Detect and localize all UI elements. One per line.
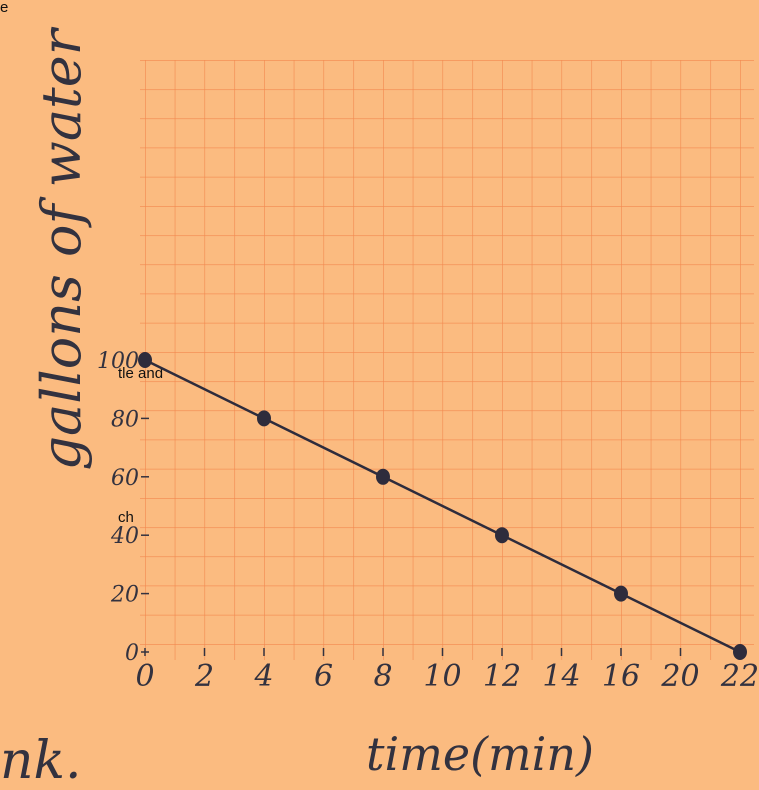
y-tick-label: 100 xyxy=(97,349,139,374)
x-tick-label: 12 xyxy=(483,659,521,694)
data-point xyxy=(733,644,747,660)
chart: e tle and ch nk. time(min) gallons of wa… xyxy=(0,0,759,790)
y-tick-label: 60 xyxy=(111,466,139,491)
x-axis-label: time(min) xyxy=(366,727,594,781)
x-tick-label: 20 xyxy=(660,659,699,694)
data-point xyxy=(376,469,390,485)
x-tick-label: 2 xyxy=(194,659,214,694)
x-tick-label: 10 xyxy=(423,659,461,694)
page: e tle and ch nk. time(min) gallons of wa… xyxy=(0,0,759,790)
x-tick-label: 22 xyxy=(720,659,759,694)
fragment-text: e xyxy=(0,0,8,16)
y-tick-label: 80 xyxy=(111,407,139,432)
x-tick-label: 14 xyxy=(542,659,580,694)
y-axis-label: gallons of water xyxy=(30,26,93,470)
data-point xyxy=(495,527,509,543)
fragment-text: nk. xyxy=(0,731,82,790)
x-tick-label: 6 xyxy=(314,659,333,694)
y-tick-label: 40 xyxy=(110,524,139,549)
data-point xyxy=(138,352,152,368)
y-tick-label: 0 xyxy=(125,641,139,666)
y-tick-label: 20 xyxy=(110,583,139,608)
data-point xyxy=(614,586,628,602)
data-point xyxy=(257,410,271,426)
x-tick-label: 4 xyxy=(253,659,273,694)
graph-paper xyxy=(140,60,754,660)
x-tick-label: 16 xyxy=(602,659,640,694)
x-tick-label: 8 xyxy=(373,659,392,694)
